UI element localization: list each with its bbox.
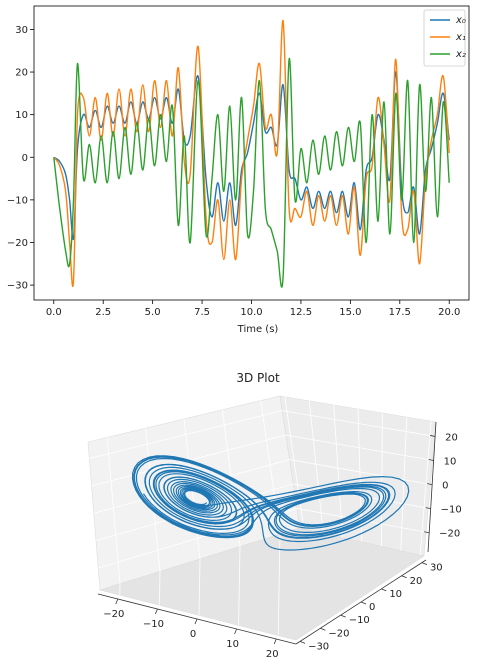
y-tick-label: 30 <box>430 563 443 574</box>
y-tick-label: −20 <box>7 238 28 249</box>
y-tick-label: 0 <box>22 153 28 164</box>
x-tick-label: 20 <box>266 649 279 660</box>
x-tick-label: 10 <box>226 639 239 650</box>
y-tick-layer: −30 −20 −10 0 10 20 30 <box>7 25 34 292</box>
x-tick-label: 10.0 <box>240 307 262 318</box>
grid-line <box>159 571 161 606</box>
z-tick-mark <box>425 507 431 510</box>
y-tick-label: −10 <box>7 195 28 206</box>
legend-label-x0: x₀ <box>455 15 466 26</box>
y-tick-label: 10 <box>389 589 402 600</box>
floor-pane <box>98 527 425 641</box>
grid-line <box>400 417 408 551</box>
series-line-2 <box>53 58 450 288</box>
y-tick-label: 10 <box>15 110 28 121</box>
x-tick-label: −20 <box>103 609 124 620</box>
y-tick-mark <box>421 562 428 565</box>
x-tick-label: 7.5 <box>194 307 210 318</box>
y-tick-label: 20 <box>410 576 423 587</box>
grid-line <box>238 546 241 626</box>
y-tick-mark <box>401 575 407 579</box>
x-tick-layer: 0.0 2.5 5.0 7.5 10.0 12.5 15.0 17.5 20.0 <box>46 300 460 318</box>
z-tick-label: 10 <box>444 457 457 468</box>
z-tick-mark <box>428 459 434 461</box>
grid-line <box>333 404 344 538</box>
z-tick-label: 20 <box>445 432 458 443</box>
x-tick-label: 20.0 <box>438 307 460 318</box>
x-tick-mark <box>234 628 237 635</box>
grid-line <box>91 434 434 487</box>
series-layer <box>53 20 450 288</box>
y-tick-mark <box>320 627 326 631</box>
y-tick-mark <box>299 641 306 644</box>
z-tick-label: 0 <box>442 481 448 492</box>
y-tick-label: 20 <box>15 68 28 79</box>
y-tick-mark <box>340 614 346 618</box>
grid-line <box>284 396 305 529</box>
legend-label-x2: x₂ <box>455 49 466 60</box>
grid-line <box>260 400 281 535</box>
y-tick-mark <box>360 601 367 605</box>
lorenz-trajectory <box>131 455 410 551</box>
x-tick-label: 12.5 <box>290 307 312 318</box>
x-tick-label: 2.5 <box>95 307 111 318</box>
grid-line <box>419 421 432 556</box>
legend-box <box>423 9 466 67</box>
lorenz-3d-plot: 3D Plot −20−1001020−30−20−10010203020100… <box>87 371 462 660</box>
grid-line <box>198 558 201 616</box>
x-tick-mark <box>115 598 119 605</box>
z-tick-label: −10 <box>441 505 462 516</box>
x-tick-label: 5.0 <box>145 307 161 318</box>
x-tick-label: 15.0 <box>339 307 361 318</box>
z-tick-mark <box>427 483 433 485</box>
y-tick-label: 0 <box>369 602 375 613</box>
z-axis-line <box>427 421 437 553</box>
grid-line <box>277 534 281 636</box>
x-tick-label: 0.0 <box>46 307 62 318</box>
x-tick-mark <box>273 638 277 645</box>
plot-area <box>33 5 470 301</box>
x-tick-label: 17.5 <box>389 307 411 318</box>
time-series-plot: 0.0 2.5 5.0 7.5 10.0 12.5 15.0 17.5 20.0 −30−20−… <box>7 5 470 335</box>
x-tick-mark <box>155 608 158 615</box>
y-tick-label: −20 <box>328 628 349 639</box>
legend-label-x1: x₁ <box>455 32 466 43</box>
x-tick-mark <box>194 618 198 625</box>
y-tick-label: −30 <box>308 641 329 652</box>
grid-line <box>89 410 436 459</box>
series-line-0 <box>53 71 450 241</box>
z-tick-mark <box>430 435 436 437</box>
plot-title: 3D Plot <box>236 371 280 385</box>
y-tick-label: −30 <box>7 281 28 292</box>
y-tick-label: −10 <box>349 615 370 626</box>
grid-line <box>98 508 430 569</box>
legend: x₀ x₁ x₂ <box>423 9 466 67</box>
z-tick-label: −20 <box>439 529 460 540</box>
series-line-1 <box>53 20 450 288</box>
y-tick-label: 30 <box>15 25 28 36</box>
grid-line <box>106 437 121 584</box>
y-tick-mark <box>381 588 387 592</box>
z-tick-mark <box>424 531 430 534</box>
x-tick-label: −10 <box>143 619 164 630</box>
grid-line <box>308 400 324 534</box>
x-axis-label: Time (s) <box>237 324 279 335</box>
x-tick-label: 0 <box>190 629 196 640</box>
